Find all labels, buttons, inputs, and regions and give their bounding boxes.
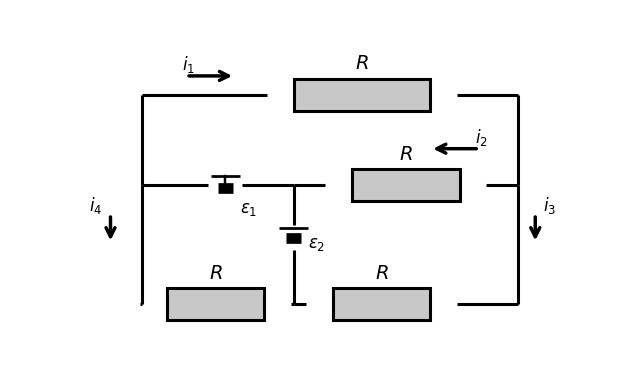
Text: $R$: $R$ [399,146,413,164]
Bar [333,288,430,321]
Text: $i_4$: $i_4$ [89,195,103,216]
Text: $i_3$: $i_3$ [543,195,556,216]
Text: $R$: $R$ [375,265,388,283]
Text: $R$: $R$ [209,265,222,283]
Text: $i_2$: $i_2$ [475,127,488,147]
Bar [294,79,430,111]
Text: $R$: $R$ [355,55,369,73]
Text: $\varepsilon_2$: $\varepsilon_2$ [308,236,326,253]
Bar [352,169,460,201]
Text: $\varepsilon_1$: $\varepsilon_1$ [240,201,257,218]
Text: $i_1$: $i_1$ [182,54,195,75]
Bar [166,288,264,321]
